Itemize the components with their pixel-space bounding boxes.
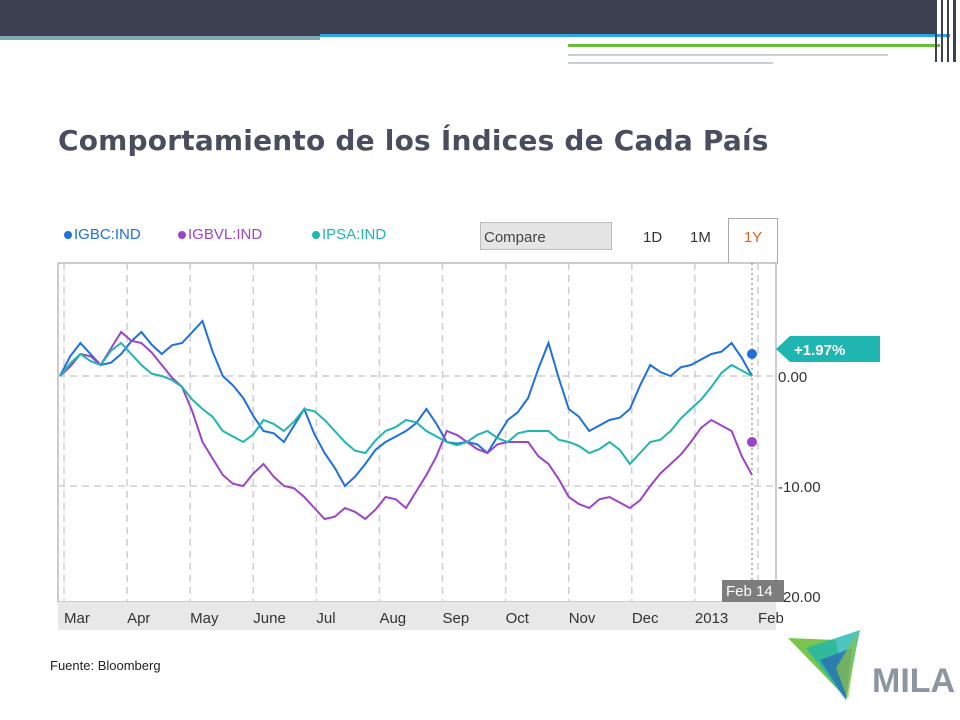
x-tick-label: Aug (379, 610, 406, 627)
legend-label-ipsa: IPSA:IND (322, 226, 387, 243)
header-accent-blue (320, 34, 950, 37)
legend-label-igbc: IGBC:IND (74, 226, 141, 243)
x-tick-label: May (190, 610, 219, 627)
plot-area (57, 262, 777, 603)
x-tick-label: Nov (569, 610, 596, 627)
y-tick-label: 0.00 (778, 369, 807, 386)
legend-item-igbvl[interactable]: IGBVL:IND (178, 226, 262, 243)
date-marker-text: Feb 14 (726, 583, 773, 600)
x-tick-label: Apr (127, 610, 150, 627)
y-tick-label: -10.00 (778, 479, 821, 496)
legend-item-ipsa[interactable]: IPSA:IND (312, 226, 386, 243)
series-line-igbvl (59, 330, 753, 521)
series-end-dot-igbc (747, 349, 757, 359)
series-line-ipsa (59, 341, 753, 466)
x-tick-label: Oct (506, 610, 530, 627)
header-accent-gray-2 (568, 62, 773, 64)
x-tick-label: Jul (316, 610, 335, 627)
legend-dot-igbc (64, 230, 72, 239)
header-bar (0, 0, 935, 36)
legend-label-igbvl: IGBVL:IND (188, 226, 263, 243)
header-accent-green (568, 44, 940, 47)
x-tick-label: Mar (64, 610, 90, 627)
range-1m-button[interactable]: 1M (690, 229, 711, 246)
value-label-text: +1.97% (794, 342, 845, 359)
range-1d-button[interactable]: 1D (643, 229, 663, 246)
x-tick-label: Feb (758, 610, 784, 627)
date-marker-box (722, 580, 784, 602)
legend-dot-igbvl (178, 230, 186, 239)
legend-item-igbc[interactable]: IGBC:IND (64, 226, 141, 243)
header-accent-left (0, 36, 320, 40)
x-tick-label: June (253, 610, 286, 627)
series-line-igbc (59, 319, 753, 488)
x-tick-label: Dec (632, 610, 659, 627)
header-accent-gray (568, 54, 888, 56)
x-axis-band (58, 602, 776, 630)
legend-dot-ipsa (312, 230, 320, 239)
value-label-box (776, 336, 880, 362)
compare-input[interactable]: Compare (480, 222, 612, 250)
header-stripes (932, 0, 960, 62)
x-tick-label: Sep (443, 610, 470, 627)
series-end-dot-igbvl (747, 437, 757, 447)
source-note: Fuente: Bloomberg (50, 658, 161, 673)
x-tick-label: 2013 (695, 610, 728, 627)
y-tick-label: -20.00 (778, 589, 821, 606)
page-title: Comportamiento de los Índices de Cada Pa… (58, 124, 769, 157)
range-1y-button[interactable]: 1Y (728, 218, 778, 264)
